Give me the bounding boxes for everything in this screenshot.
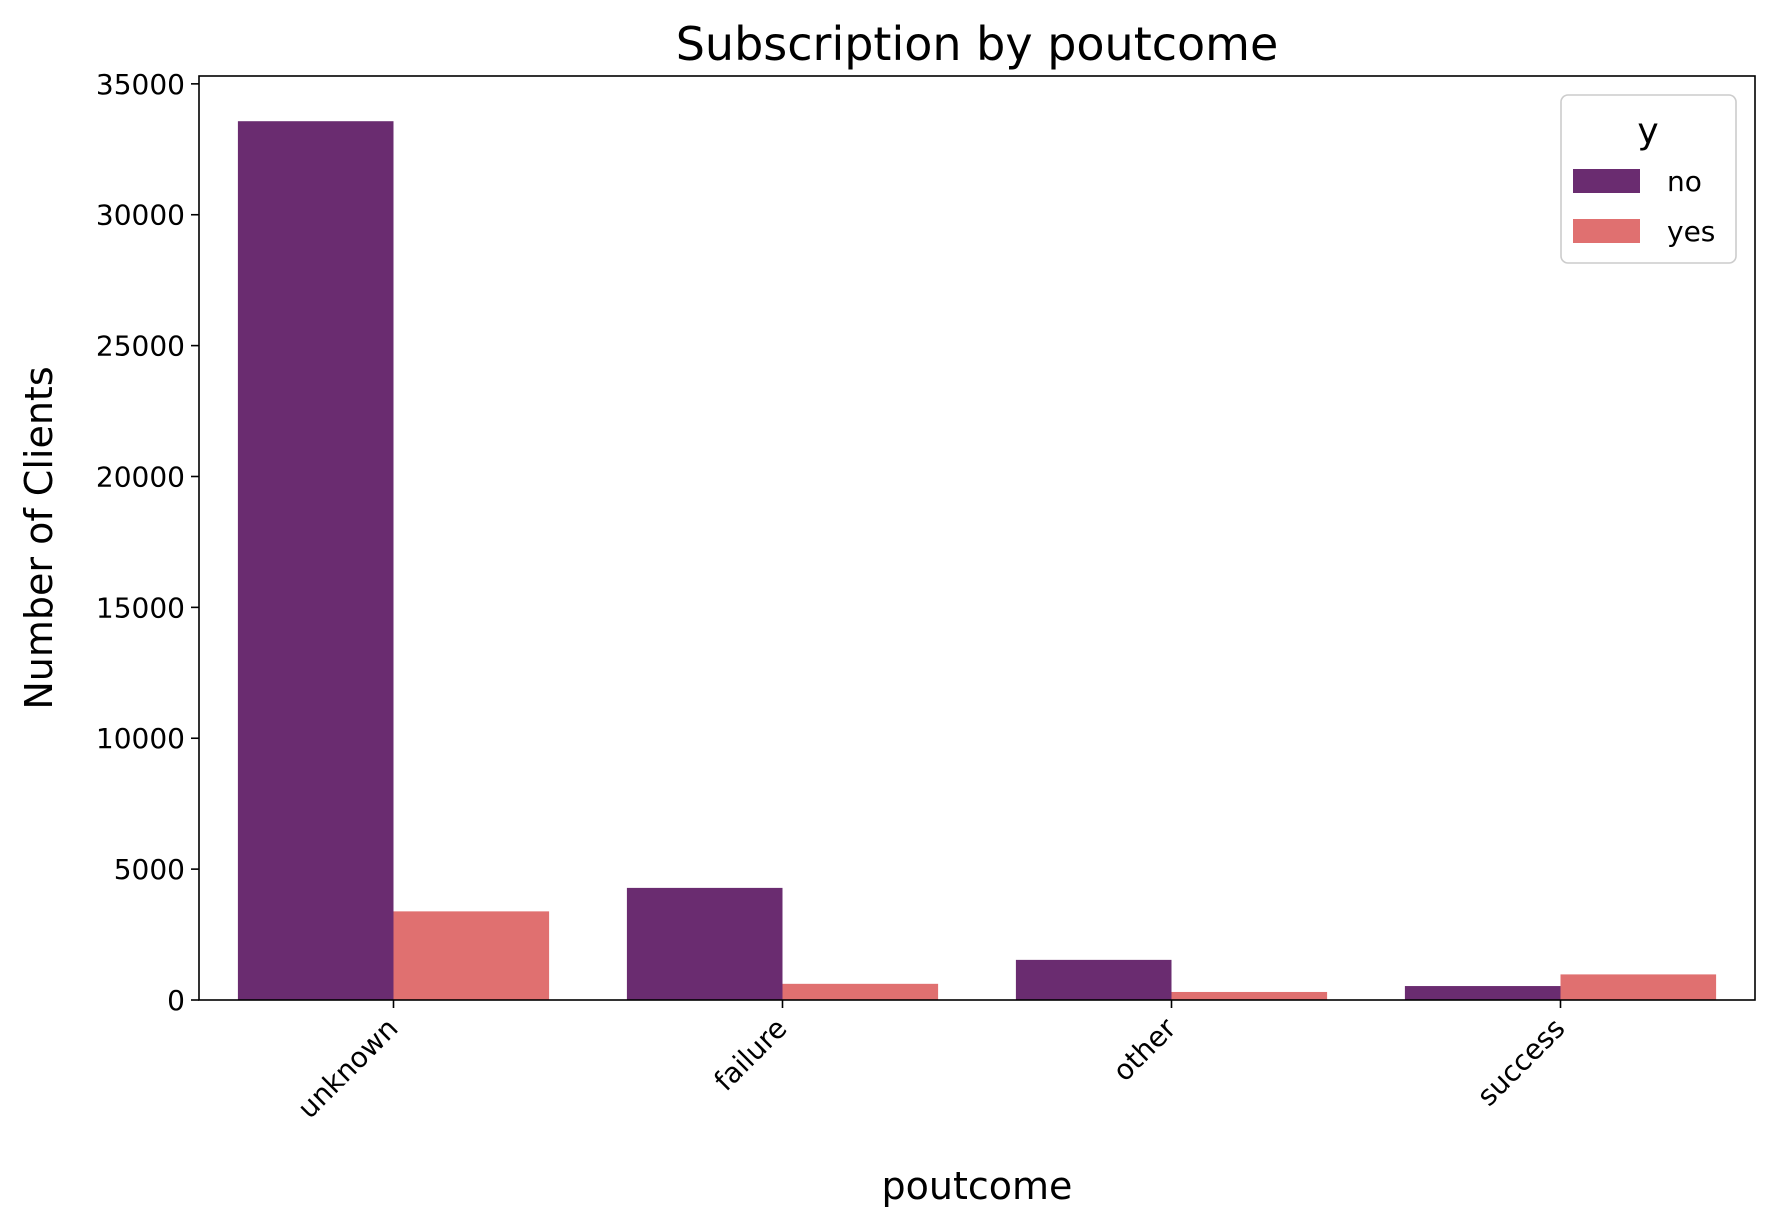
y-axis: 0 5000 10000 15000 20000 25000 30000 35000 [96, 68, 199, 1017]
bar-failure-no [626, 887, 783, 1000]
bar-unknown-no [237, 121, 394, 1000]
bar-success-no [1404, 986, 1561, 1000]
chart-title: Subscription by poutcome [676, 17, 1279, 71]
y-tick-label: 25000 [96, 330, 185, 363]
bar-success-yes [1560, 974, 1717, 1000]
bar-other-no [1015, 959, 1172, 1000]
bar-failure-yes [782, 983, 939, 1000]
legend-title: y [1637, 111, 1658, 152]
y-tick-label: 5000 [114, 853, 185, 886]
legend-swatch-yes [1573, 219, 1640, 243]
y-tick-label: 10000 [96, 722, 185, 755]
y-tick-label: 35000 [96, 68, 185, 101]
legend: y no yes [1560, 94, 1737, 264]
legend-label-yes: yes [1667, 215, 1715, 248]
y-tick-label: 0 [167, 984, 185, 1017]
legend-entries: no yes [1573, 165, 1715, 248]
y-tick-label: 30000 [96, 199, 185, 232]
y-axis-label: Number of Clients [17, 366, 61, 709]
x-axis-label: poutcome [882, 1164, 1073, 1208]
y-tick-label: 15000 [96, 591, 185, 624]
bar-unknown-yes [393, 911, 550, 1000]
bar-other-yes [1171, 991, 1328, 1000]
y-tick-label: 20000 [96, 460, 185, 493]
legend-label-no: no [1667, 165, 1702, 198]
legend-swatch-no [1573, 169, 1640, 193]
bars-layer [237, 121, 1717, 1000]
plot-frame [198, 75, 1756, 1001]
